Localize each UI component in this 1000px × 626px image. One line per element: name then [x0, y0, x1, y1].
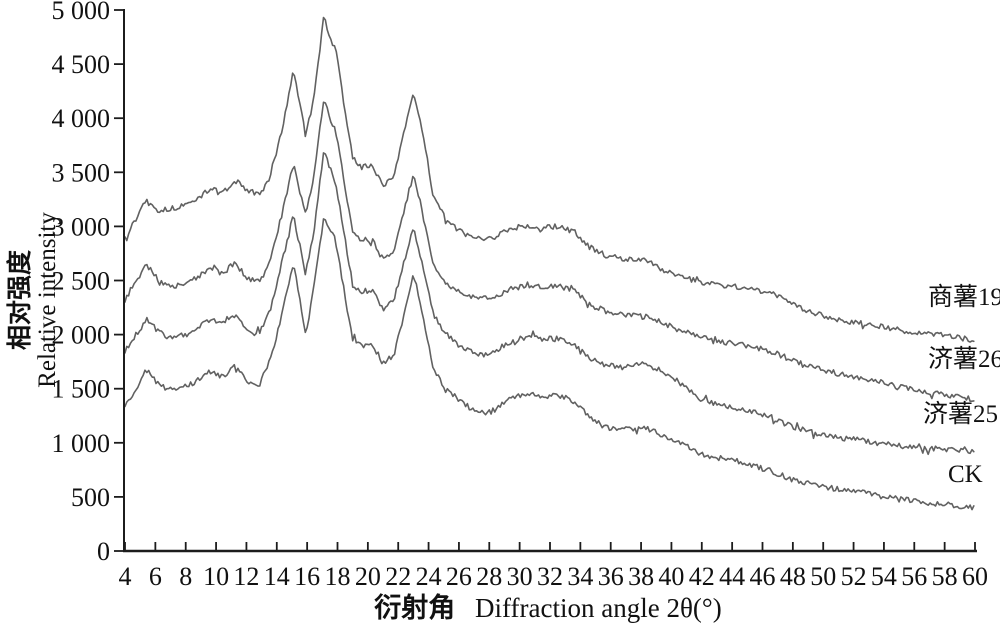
x-tick-label: 34 [567, 562, 593, 591]
y-tick-label: 2 500 [52, 267, 111, 296]
x-tick-label: 38 [628, 562, 654, 591]
y-tick-label: 3 000 [52, 212, 111, 241]
x-tick-label: 50 [810, 562, 836, 591]
series-label-ck: CK [948, 461, 983, 488]
xrd-curve-2 [124, 101, 975, 402]
x-tick-label: 26 [446, 562, 472, 591]
y-tick-label: 5 000 [52, 0, 111, 25]
xrd-curve-4 [124, 218, 975, 511]
x-ticks-layer: 4 6 8 10 12 14 16 18 20 22 24 26 28 30 32 34 36 38 40 42 44 4… [119, 542, 988, 591]
x-tick-label: 12 [233, 562, 259, 591]
x-tick-label: 18 [325, 562, 351, 591]
x-tick-label: 20 [355, 562, 381, 591]
x-tick-label: 6 [149, 562, 162, 591]
y-axis-title-en: Relative intensity [34, 212, 61, 388]
series-label-shangshu19: 商薯19 [928, 283, 1000, 311]
x-tick-label: 24 [416, 562, 442, 591]
x-tick-label: 60 [962, 562, 988, 591]
x-tick-label: 8 [179, 562, 192, 591]
y-tick-label: 1 000 [52, 429, 111, 458]
x-axis-title-en: Diffraction angle 2θ(°) [475, 593, 722, 623]
x-axis-title-zh: 衍射角 [374, 592, 455, 623]
x-tick-label: 42 [689, 562, 715, 591]
x-tick-label: 36 [598, 562, 624, 591]
y-axis-title-zh: 相对强度 [5, 250, 34, 350]
x-tick-label: 56 [901, 562, 927, 591]
y-tick-label: 2 000 [52, 321, 111, 350]
y-tick-label: 3 500 [52, 158, 111, 187]
y-tick-label: 500 [71, 483, 110, 512]
x-tick-label: 14 [264, 562, 290, 591]
x-tick-label: 58 [932, 562, 958, 591]
y-tick-label: 1 500 [52, 375, 111, 404]
xrd-curve-3 [124, 152, 975, 456]
x-tick-label: 10 [203, 562, 229, 591]
y-tick-label: 0 [97, 537, 110, 566]
x-tick-label: 48 [780, 562, 806, 591]
y-tick-label: 4 500 [52, 50, 111, 79]
x-tick-label: 30 [507, 562, 533, 591]
y-tick-label: 4 000 [52, 104, 111, 133]
xrd-curve-1 [124, 16, 975, 343]
x-tick-label: 32 [537, 562, 563, 591]
axes-layer [123, 9, 977, 553]
x-tick-label: 28 [476, 562, 502, 591]
x-tick-label: 44 [719, 562, 745, 591]
x-tick-label: 22 [385, 562, 411, 591]
x-tick-label: 4 [119, 562, 132, 591]
x-tick-label: 52 [841, 562, 867, 591]
x-tick-label: 16 [294, 562, 320, 591]
x-axis-title: 衍射角 Diffraction angle 2θ(°) [374, 592, 721, 623]
x-tick-label: 54 [871, 562, 897, 591]
x-tick-label: 46 [750, 562, 776, 591]
y-ticks-layer: 0 500 1 000 1 500 2 000 2 500 3 000 3 500 4 000 4… [52, 0, 123, 566]
series-label-jishu25: 济薯25 [923, 400, 998, 428]
x-tick-label: 40 [658, 562, 684, 591]
curves-layer [124, 16, 975, 511]
series-label-jishu26: 济薯26 [928, 345, 1000, 373]
